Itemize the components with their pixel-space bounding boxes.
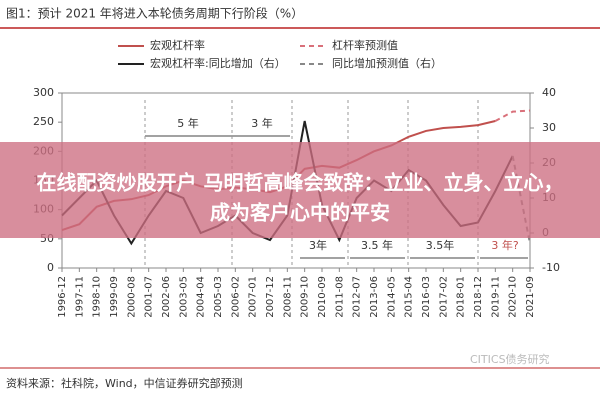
x-tick-label: 2011-08 [334,276,345,318]
series-line [494,109,531,122]
x-tick-label: 2007-12 [265,276,276,318]
x-tick-label: 2007-01 [248,276,259,318]
x-tick-label: 1999-09 [109,276,120,318]
x-tick-label: 2002-06 [161,276,172,318]
legend-label: 宏观杠杆率 [150,38,205,52]
y-tick-label: 300 [33,86,54,99]
x-tick-label: 2012-07 [352,276,363,318]
x-tick-label: 2015-04 [404,276,415,318]
annotation: 3.5 年 [361,238,393,252]
x-tick-label: 2009-10 [300,276,311,318]
x-tick-label: 2001-07 [144,276,155,318]
legend-label: 宏观杠杆率:同比增加（右） [150,56,286,70]
banner-text: 在线配资炒股开户 马明哲高峰会致辞：立业、立身、立心， [37,171,564,195]
x-tick-label: 2014-05 [386,276,397,318]
y2-tick-label: 40 [542,86,556,99]
x-tick-label: 2000-08 [126,276,137,318]
annotation: 3年 [309,238,327,252]
x-tick-label: 1998-10 [92,276,103,318]
x-tick-label: 2006-02 [230,276,241,318]
x-tick-label: 2010-09 [317,276,328,318]
annotation: 3 年 [251,116,273,130]
watermark: CITICS债务研究 [470,352,550,366]
x-tick-label: 2013-06 [369,276,380,318]
x-tick-label: 2005-03 [213,276,224,318]
x-tick-label: 1996-12 [57,276,68,318]
x-tick-label: 2019-11 [490,276,501,318]
y2-tick-label: -10 [542,261,560,274]
x-tick-label: 2016-03 [421,276,432,318]
annotation: 3 年? [491,238,518,252]
x-tick-label: 2017-02 [438,276,449,318]
banner [0,142,600,238]
x-tick-label: 2008-11 [282,276,293,318]
annotation: 3.5年 [426,238,455,252]
y-tick-label: 250 [33,115,54,128]
chart-title: 图1：预计 2021 年将进入本轮债务周期下行阶段（%） [6,6,303,21]
annotation: 5 年 [177,116,199,130]
y-tick-label: 0 [47,261,54,274]
y2-tick-label: 30 [542,121,556,134]
x-tick-label: 1997-11 [74,276,85,318]
x-tick-label: 2004-04 [196,276,207,318]
source: 资料来源：社科院，Wind，中信证券研究部预测 [6,376,243,390]
banner-text: 成为客户心中的平安 [210,201,390,225]
x-tick-label: 2018-01 [456,276,467,318]
x-tick-label: 2020-10 [508,276,519,318]
annotation-arrows [145,135,528,259]
legend-label: 同比增加预测值（右） [332,56,442,70]
legend-label: 杠杆率预测值 [332,38,398,52]
x-tick-label: 2003-05 [178,276,189,318]
x-tick-label: 2021-09 [525,276,536,318]
x-tick-label: 2018-12 [473,276,484,318]
